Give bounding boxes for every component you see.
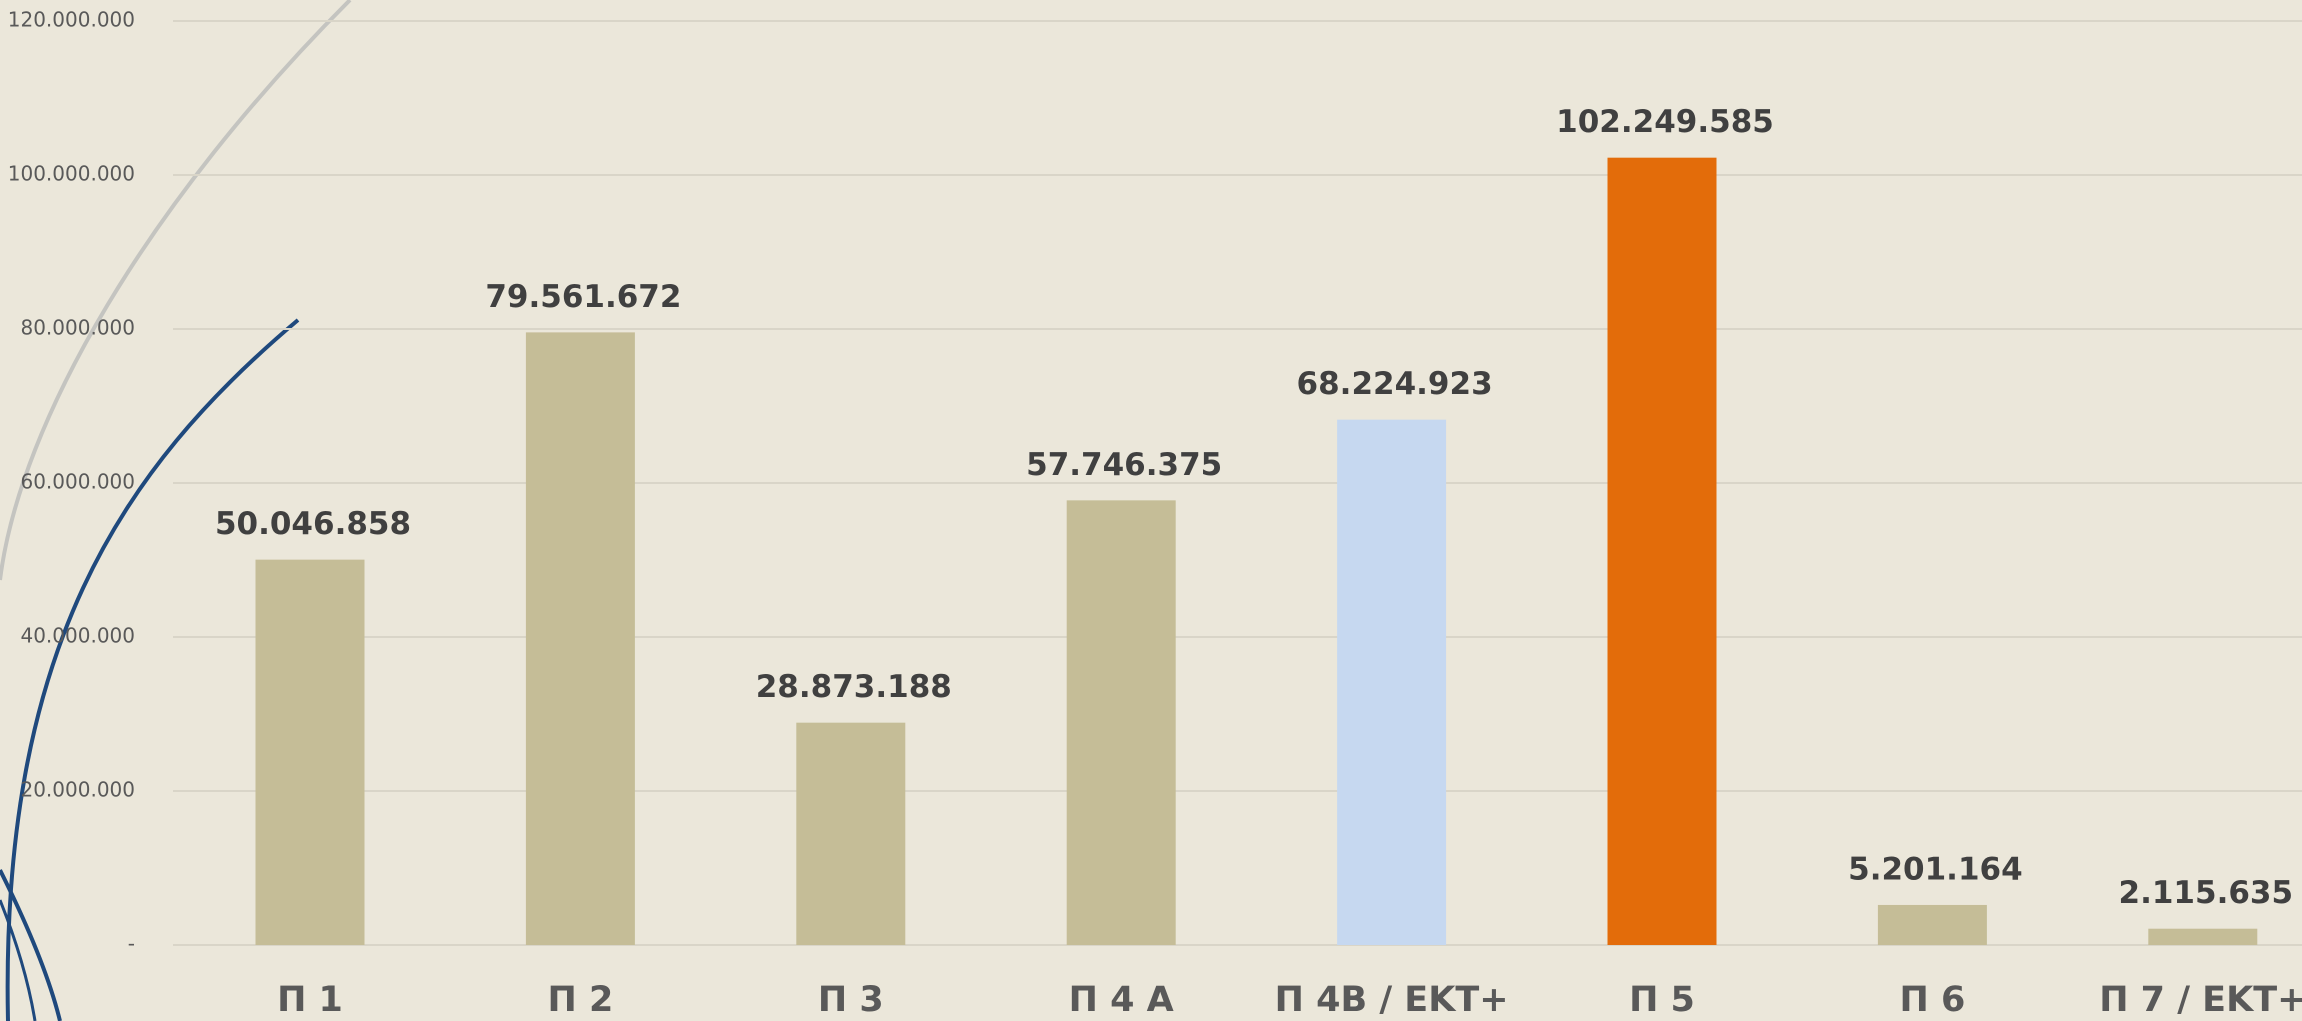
y-tick-label: 60.000.000 bbox=[20, 470, 135, 494]
x-tick-label: Π 1 bbox=[277, 980, 343, 1020]
bar bbox=[1877, 904, 1987, 945]
value-label: 68.224.923 bbox=[1297, 366, 1493, 402]
decor-curve bbox=[0, 869, 62, 1021]
y-tick-label: 40.000.000 bbox=[20, 624, 135, 648]
bar bbox=[1066, 500, 1176, 945]
x-tick-label: Π 7 / ΕΚΤ+ bbox=[2099, 980, 2302, 1020]
bar bbox=[796, 722, 906, 945]
y-tick-label: 20.000.000 bbox=[20, 778, 135, 802]
value-label: 79.561.672 bbox=[485, 279, 681, 315]
x-tick-label: Π 4B / ΕΚΤ+ bbox=[1275, 980, 1509, 1020]
value-label: 5.201.164 bbox=[1848, 851, 2023, 887]
value-label: 28.873.188 bbox=[756, 669, 952, 705]
x-tick-label: Π 4 A bbox=[1069, 980, 1174, 1020]
bar bbox=[255, 559, 365, 945]
y-tick-label: 100.000.000 bbox=[8, 162, 135, 186]
bar bbox=[2148, 928, 2258, 945]
x-tick-label: Π 5 bbox=[1629, 980, 1695, 1020]
bar bbox=[1337, 419, 1447, 945]
y-tick-label: 120.000.000 bbox=[8, 8, 135, 32]
value-label: 2.115.635 bbox=[2119, 875, 2294, 911]
value-label: 57.746.375 bbox=[1026, 447, 1222, 483]
x-tick-label: Π 2 bbox=[547, 980, 613, 1020]
bar bbox=[1607, 157, 1717, 945]
x-tick-label: Π 3 bbox=[818, 980, 884, 1020]
bar bbox=[525, 332, 635, 945]
y-tick-label: 80.000.000 bbox=[20, 316, 135, 340]
value-label: 102.249.585 bbox=[1556, 104, 1774, 140]
value-label: 50.046.858 bbox=[215, 506, 411, 542]
x-tick-label: Π 6 bbox=[1899, 980, 1965, 1020]
decor-curve bbox=[0, 899, 37, 1021]
decor-curve bbox=[0, 0, 352, 581]
decor-curve bbox=[5, 318, 300, 1021]
y-tick-label: - bbox=[128, 932, 135, 956]
